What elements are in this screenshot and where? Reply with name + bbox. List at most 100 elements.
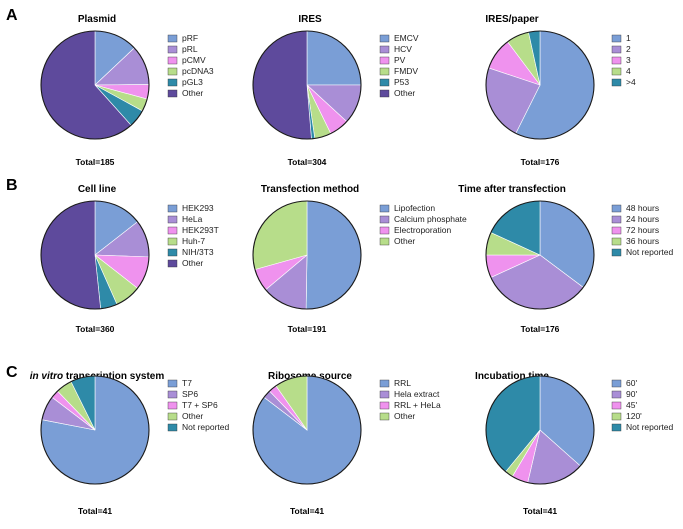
legend-swatch <box>167 204 178 213</box>
legend-swatch <box>379 226 390 235</box>
legend-label: 3 <box>626 55 631 65</box>
legend-label: >4 <box>626 77 636 87</box>
legend-swatch <box>611 34 622 43</box>
legend-swatch <box>611 67 622 76</box>
legend-label: 120' <box>626 411 642 421</box>
chart-title: IRES <box>298 14 322 25</box>
legend-label: Other <box>182 258 203 268</box>
legend-label: P53 <box>394 77 409 87</box>
legend-label: HeLa <box>182 214 203 224</box>
legend-swatch <box>379 401 390 410</box>
pie-outline <box>485 30 595 140</box>
pie-outline <box>485 375 595 485</box>
legend-swatch <box>379 412 390 421</box>
pie-panel: B Cell line HEK293HeLaHEK293THuh-7NIH/3T3O… <box>6 177 219 334</box>
legend-swatch <box>379 45 390 54</box>
chart-title: Time after transfection <box>458 184 566 195</box>
total-label: Total=304 <box>288 157 327 167</box>
legend-swatch <box>167 34 178 43</box>
legend-swatch <box>167 56 178 65</box>
legend-label: 48 hours <box>626 203 659 213</box>
legend-label: 72 hours <box>626 225 659 235</box>
legend-label: 36 hours <box>626 236 659 246</box>
legend-swatch <box>611 204 622 213</box>
legend-label: 4 <box>626 66 631 76</box>
legend-label: Other <box>182 88 203 98</box>
total-label: Total=176 <box>521 157 560 167</box>
legend-swatch <box>611 412 622 421</box>
pie-outline <box>485 200 595 310</box>
legend-label: NIH/3T3 <box>182 247 214 257</box>
legend-label: Not reported <box>626 247 674 257</box>
legend-label: Other <box>394 411 415 421</box>
pie-outline <box>40 30 150 140</box>
chart-title-italic: in vitro <box>30 371 63 382</box>
legend-swatch <box>611 215 622 224</box>
legend-label: 90' <box>626 389 637 399</box>
legend-label: Lipofection <box>394 203 435 213</box>
legend-label: PV <box>394 55 406 65</box>
pie-slice <box>40 200 101 310</box>
legend-swatch <box>611 248 622 257</box>
chart-title: Plasmid <box>78 14 116 25</box>
legend-label: T7 + SP6 <box>182 400 218 410</box>
legend-label: Not reported <box>626 422 674 432</box>
legend-swatch <box>379 204 390 213</box>
chart-title: Cell line <box>78 184 117 195</box>
legend-label: EMCV <box>394 33 419 43</box>
legend-label: Other <box>394 236 415 246</box>
legend-swatch <box>379 34 390 43</box>
legend-label: 2 <box>626 44 631 54</box>
total-label: Total=191 <box>288 324 327 334</box>
legend-label: 24 hours <box>626 214 659 224</box>
chart-title: Transfection method <box>261 184 359 195</box>
legend-swatch <box>167 67 178 76</box>
legend-swatch <box>611 78 622 87</box>
legend-swatch <box>379 56 390 65</box>
total-label: Total=360 <box>76 324 115 334</box>
panel-letter: C <box>6 364 18 381</box>
legend-swatch <box>167 237 178 246</box>
legend-label: RRL <box>394 378 411 388</box>
legend-label: FMDV <box>394 66 418 76</box>
pie-panel: Incubation time 60'90'45'120'Not reported… <box>475 371 673 516</box>
chart-title-text: transcription system <box>63 371 164 382</box>
pie-outline <box>252 375 362 485</box>
pie-slice <box>305 200 362 310</box>
legend-label: HCV <box>394 44 412 54</box>
legend-swatch <box>611 56 622 65</box>
chart-title-text: IRES/paper <box>485 14 538 25</box>
legend-swatch <box>611 237 622 246</box>
legend-label: pRF <box>182 33 198 43</box>
legend-label: 1 <box>626 33 631 43</box>
total-label: Total=41 <box>290 506 324 516</box>
pie-outline <box>40 200 150 310</box>
legend-swatch <box>379 67 390 76</box>
legend-swatch <box>167 78 178 87</box>
pie-outline <box>252 30 362 140</box>
legend-swatch <box>379 89 390 98</box>
legend-label: pcDNA3 <box>182 66 214 76</box>
legend-swatch <box>167 423 178 432</box>
legend-swatch <box>611 423 622 432</box>
legend-swatch <box>167 226 178 235</box>
total-label: Total=41 <box>523 506 557 516</box>
pie-outline <box>40 375 150 485</box>
legend-swatch <box>379 390 390 399</box>
chart-title-text: Cell line <box>78 184 117 195</box>
pie-slice <box>306 30 362 86</box>
legend-swatch <box>167 248 178 257</box>
legend-label: HEK293T <box>182 225 219 235</box>
chart-title-text: Time after transfection <box>458 184 566 195</box>
legend-label: RRL + HeLa <box>394 400 441 410</box>
chart-title-text: Plasmid <box>78 14 116 25</box>
legend-swatch <box>611 226 622 235</box>
legend-swatch <box>167 45 178 54</box>
